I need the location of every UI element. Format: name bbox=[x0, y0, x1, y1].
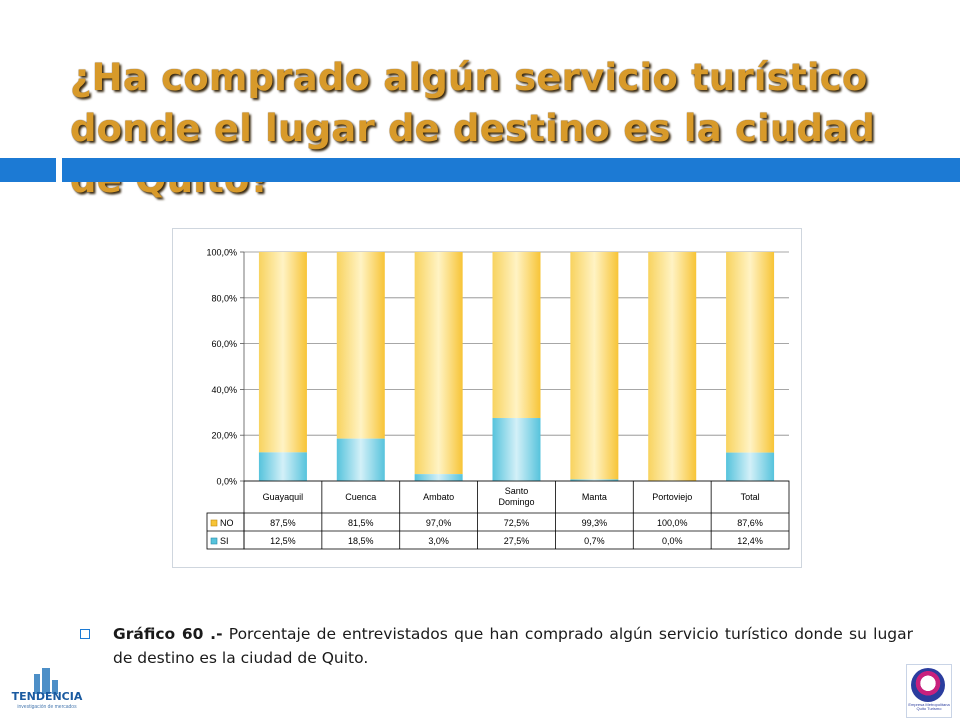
data-label-si: 12,4% bbox=[737, 536, 763, 546]
y-tick-label: 40,0% bbox=[211, 385, 237, 395]
data-table-legend-cell bbox=[206, 512, 245, 550]
caption-bold: Gráfico 60 .- bbox=[113, 625, 223, 643]
data-label-no: 97,0% bbox=[426, 518, 452, 528]
category-label: Guayaquil bbox=[263, 492, 304, 502]
chart-caption: Gráfico 60 .- Porcentaje de entrevistado… bbox=[113, 622, 913, 670]
category-label: Manta bbox=[582, 492, 607, 502]
bar-si bbox=[336, 438, 385, 481]
y-tick-label: 60,0% bbox=[211, 339, 237, 349]
data-label-si: 18,5% bbox=[348, 536, 374, 546]
legend-label-si: SI bbox=[220, 536, 229, 546]
bar-si bbox=[726, 452, 775, 481]
logo-building-icon bbox=[34, 674, 40, 694]
accent-bar-right bbox=[62, 158, 960, 182]
category-label: Portoviejo bbox=[652, 492, 692, 502]
bar-no bbox=[726, 252, 775, 453]
quito-turismo-logo: Empresa Metropolitana Quito Turismo bbox=[906, 664, 952, 718]
logo-right-text: Empresa Metropolitana Quito Turismo bbox=[908, 702, 950, 711]
caption-bullet-icon bbox=[80, 629, 90, 639]
bar-si bbox=[570, 479, 619, 481]
data-label-si: 12,5% bbox=[270, 536, 296, 546]
logo-building-icon bbox=[42, 668, 50, 694]
chart-frame: 0,0% 20,0% 40,0% 60,0% 80,0% 100,0% Guayaquil 8… bbox=[172, 228, 802, 568]
data-label-si: 3,0% bbox=[428, 536, 449, 546]
category-label: Santo bbox=[505, 486, 529, 496]
category-label: Cuenca bbox=[345, 492, 376, 502]
category-label: Domingo bbox=[498, 497, 534, 507]
bar-no bbox=[336, 252, 385, 439]
bar-no bbox=[570, 252, 619, 480]
logo-subtitle: investigación de mercados bbox=[17, 704, 77, 710]
stacked-bar-chart: 0,0% 20,0% 40,0% 60,0% 80,0% 100,0% Guayaquil 8… bbox=[206, 248, 790, 550]
data-label-si: 0,0% bbox=[662, 536, 683, 546]
logo-name: TENDENCIA bbox=[11, 690, 83, 703]
slide-title: ¿Ha comprado algún servicio turístico do… bbox=[70, 56, 876, 201]
legend-label-no: NO bbox=[220, 518, 234, 528]
y-tick-label: 20,0% bbox=[211, 431, 237, 441]
quito-emblem-icon bbox=[911, 668, 945, 702]
bar-no bbox=[492, 252, 541, 419]
data-label-no: 87,6% bbox=[737, 518, 763, 528]
bar-si bbox=[258, 452, 307, 481]
bar-no bbox=[648, 252, 697, 481]
bar-si bbox=[492, 418, 541, 481]
accent-bar-left bbox=[0, 158, 56, 182]
legend-key-no bbox=[210, 519, 218, 527]
y-tick-label: 100,0% bbox=[206, 248, 237, 258]
tendencia-logo: TENDENCIA investigación de mercados bbox=[6, 666, 88, 714]
data-label-no: 72,5% bbox=[504, 518, 530, 528]
data-label-si: 27,5% bbox=[504, 536, 530, 546]
data-label-no: 99,3% bbox=[582, 518, 608, 528]
data-label-no: 87,5% bbox=[270, 518, 296, 528]
bar-no bbox=[258, 252, 307, 453]
data-label-no: 81,5% bbox=[348, 518, 374, 528]
data-label-no: 100,0% bbox=[657, 518, 688, 528]
y-tick-label: 0,0% bbox=[216, 477, 237, 487]
category-label: Ambato bbox=[423, 492, 454, 502]
logo-building-icon bbox=[52, 680, 58, 694]
y-tick-label: 80,0% bbox=[211, 293, 237, 303]
bar-si bbox=[414, 474, 463, 481]
category-label: Total bbox=[741, 492, 760, 502]
bar-no bbox=[414, 252, 463, 475]
caption-text: Porcentaje de entrevistados que han comp… bbox=[113, 625, 913, 667]
legend-key-si bbox=[210, 537, 218, 545]
data-label-si: 0,7% bbox=[584, 536, 605, 546]
